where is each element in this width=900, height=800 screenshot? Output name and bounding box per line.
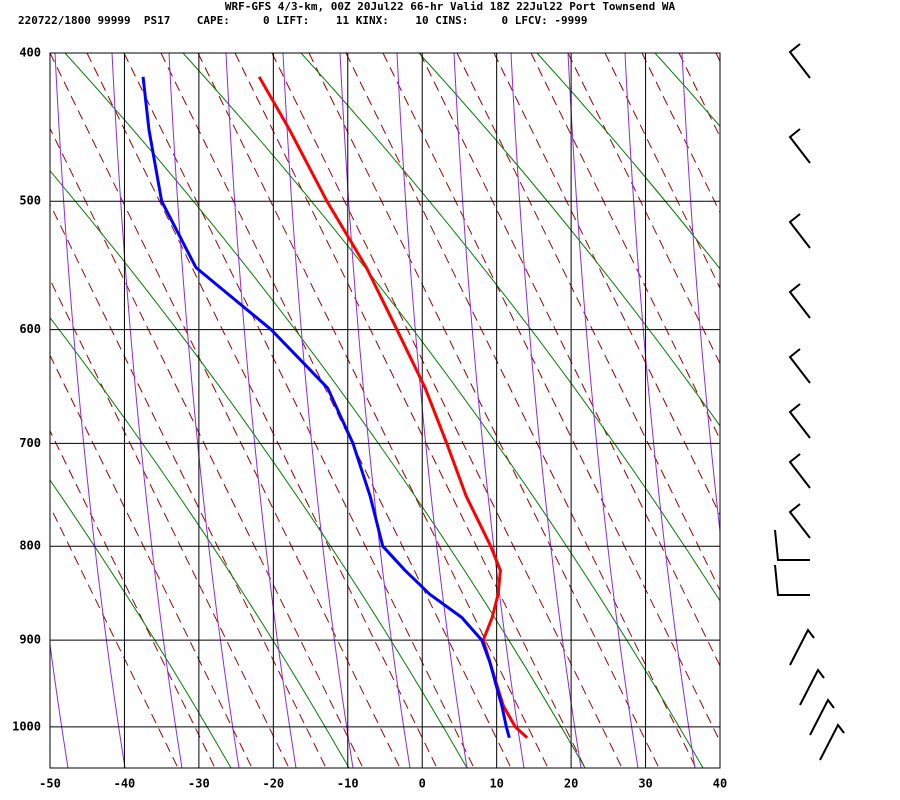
wind-barb [788,213,811,249]
reference-lines [50,53,900,768]
wind-barb [788,453,811,489]
y-tick-label: 400 [19,46,41,60]
isotherm-line [604,53,720,290]
isotherm-line [50,505,179,768]
y-tick-label: 900 [19,633,41,647]
moist-line [225,53,297,768]
wind-barb [819,723,845,761]
wind-barb [788,503,811,539]
x-tick-label: 0 [419,777,426,791]
isotherm-line [86,53,438,768]
moist-line [54,53,126,768]
isotherm-line [50,53,401,768]
isotherm-line [50,354,253,768]
wind-barb [789,628,815,666]
moist-line [50,640,69,768]
x-tick-label: -30 [188,777,210,791]
wind-barb [788,403,811,439]
y-tick-label: 700 [19,436,41,450]
isotherm-line [50,429,216,768]
isotherm-line [50,127,364,768]
chart-title: WRF-GFS 4/3-km, 00Z 20Jul22 66-hr Valid … [225,0,676,13]
wind-barb [809,698,835,736]
moist-line [681,53,720,536]
dry-adiabat [64,53,586,768]
isotherm-line [382,53,720,743]
moist-line [510,53,582,768]
isotherm-line [493,53,720,516]
isotherm-line [530,53,720,441]
moist-line [111,53,183,768]
isotherm-line [456,53,720,592]
dry-adiabat [182,53,704,768]
x-tick-label: -40 [114,777,136,791]
isotherm-line [160,53,512,768]
dry-adiabat [536,53,720,270]
moist-line [739,53,809,768]
wind-barb [788,43,811,79]
plot-frame [49,52,721,769]
profile-line [257,76,529,739]
dry-adiabat [50,169,468,768]
isotherm-line [123,53,475,768]
dry-adiabat [418,53,720,427]
x-tick-label: -20 [262,777,284,791]
wind-barb [788,128,811,164]
y-tick-label: 1000 [12,719,41,733]
wind-barbs [774,43,845,761]
isotherm-line [50,203,327,768]
dry-adiabat [50,479,232,768]
moist-line [624,53,696,768]
moist-line [396,53,468,768]
wind-barb [774,564,810,596]
moist-line [282,53,354,768]
isotherm-line [345,53,697,768]
isotherm-line [641,53,720,214]
wind-barb [788,348,811,384]
x-tick-label: 10 [489,777,503,791]
x-tick-label: 30 [638,777,652,791]
dry-adiabat [891,53,900,768]
isotherm-line [567,53,720,365]
y-tick-label: 500 [19,194,41,208]
profiles [141,76,529,739]
wind-barb [774,529,810,561]
y-tick-label: 800 [19,539,41,553]
moist-line [453,53,525,768]
isotherm-line [419,53,720,667]
isotherm-line [234,53,586,768]
y-tick-label: 600 [19,322,41,336]
moist-line [567,53,639,768]
isotherm-line [50,278,290,768]
x-tick-label: 40 [713,777,727,791]
chart-subtitle: 220722/1800 99999 PS17 CAPE: 0 LIFT: 11 … [18,14,588,27]
x-tick-label: 20 [564,777,578,791]
isotherm-line [197,53,549,768]
isotherm-line [308,53,660,768]
moist-line [796,53,866,768]
profile-line [141,76,511,739]
x-tick-label: -10 [337,777,359,791]
wind-barb [788,283,811,319]
isotherm-line [753,53,900,768]
dry-adiabat [300,53,720,602]
dry-adiabat [654,53,720,128]
dry-adiabat [50,316,350,768]
isotherm-line [678,53,720,138]
moist-line [168,53,240,768]
wind-barb [799,668,825,706]
moist-line [339,53,411,768]
x-tick-label: -50 [39,777,61,791]
isotherm-line [271,53,623,768]
